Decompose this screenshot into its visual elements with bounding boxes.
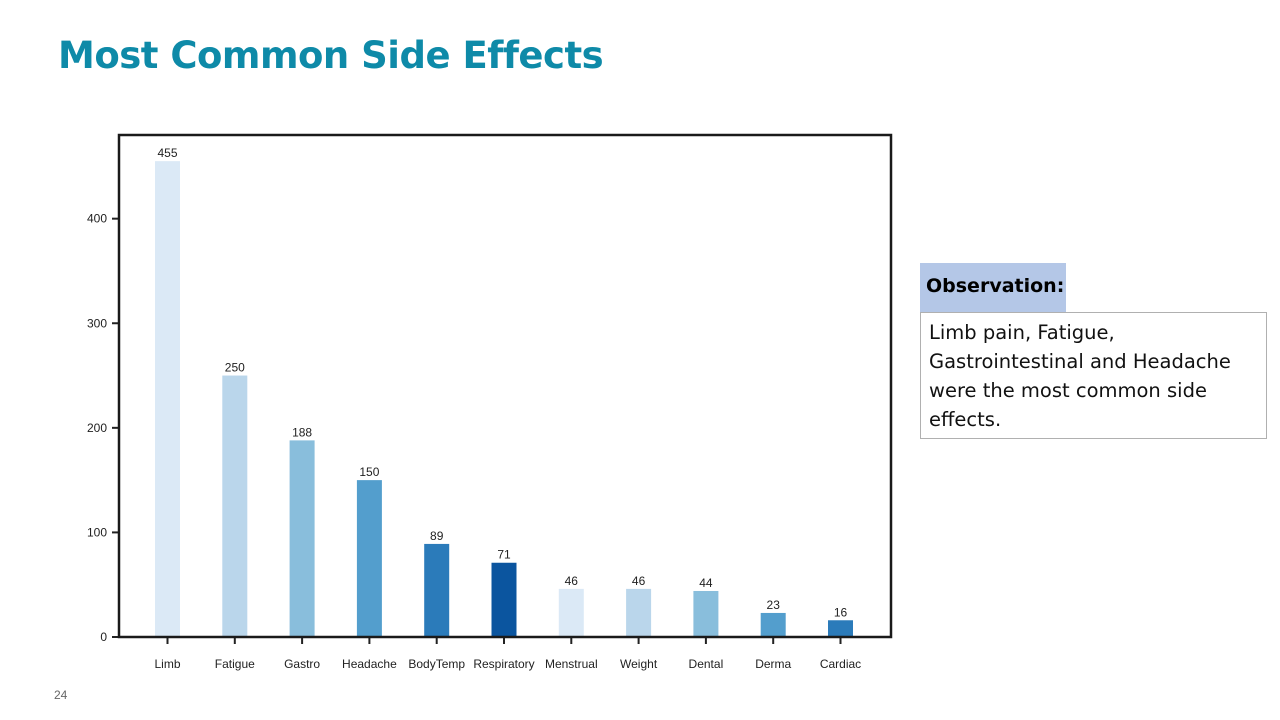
plot-frame: [117, 133, 893, 639]
bar-respiratory: [491, 562, 517, 637]
x-tick-label: Dental: [689, 657, 724, 671]
bar-derma: [760, 612, 786, 637]
y-tick-label: 0: [100, 630, 107, 644]
bar-fatigue: [222, 375, 248, 637]
slide-title: Most Common Side Effects: [58, 34, 604, 77]
data-label: 46: [565, 574, 579, 588]
data-label: 89: [430, 529, 444, 543]
bar-weight: [626, 588, 652, 637]
x-tick-label: Weight: [620, 657, 658, 671]
data-label: 71: [497, 548, 511, 562]
bar-dental: [693, 590, 719, 637]
y-tick-label: 200: [87, 421, 107, 435]
bar-bodytemp: [424, 543, 450, 637]
x-tick-label: Derma: [755, 657, 791, 671]
page-number: 24: [54, 688, 68, 702]
observation-header: Observation:: [920, 263, 1066, 312]
data-label: 23: [767, 598, 781, 612]
data-label: 44: [699, 576, 713, 590]
x-tick-label: Respiratory: [473, 657, 534, 671]
data-label: 455: [157, 146, 177, 160]
data-label: 188: [292, 425, 312, 439]
bar-gastro: [289, 440, 315, 637]
x-tick-label: BodyTemp: [408, 657, 465, 671]
x-tick-label: Cardiac: [820, 657, 861, 671]
data-label: 150: [359, 465, 379, 479]
bar-menstrual: [558, 588, 584, 637]
x-tick-label: Headache: [342, 657, 397, 671]
data-label: 250: [225, 361, 245, 375]
y-tick-label: 300: [87, 316, 107, 330]
data-label: 46: [632, 574, 646, 588]
bar-limb: [155, 161, 180, 638]
x-tick-label: Gastro: [284, 657, 320, 671]
y-tick-label: 100: [87, 525, 107, 539]
observation-text: Limb pain, Fatigue, Gastrointestinal and…: [920, 312, 1267, 439]
x-tick-label: Fatigue: [215, 657, 255, 671]
bar-cardiac: [828, 620, 853, 637]
x-tick-label: Limb: [154, 657, 180, 671]
bar-headache: [356, 480, 382, 637]
data-label: 16: [834, 605, 848, 619]
y-tick-label: 400: [87, 212, 107, 226]
x-tick-label: Menstrual: [545, 657, 598, 671]
